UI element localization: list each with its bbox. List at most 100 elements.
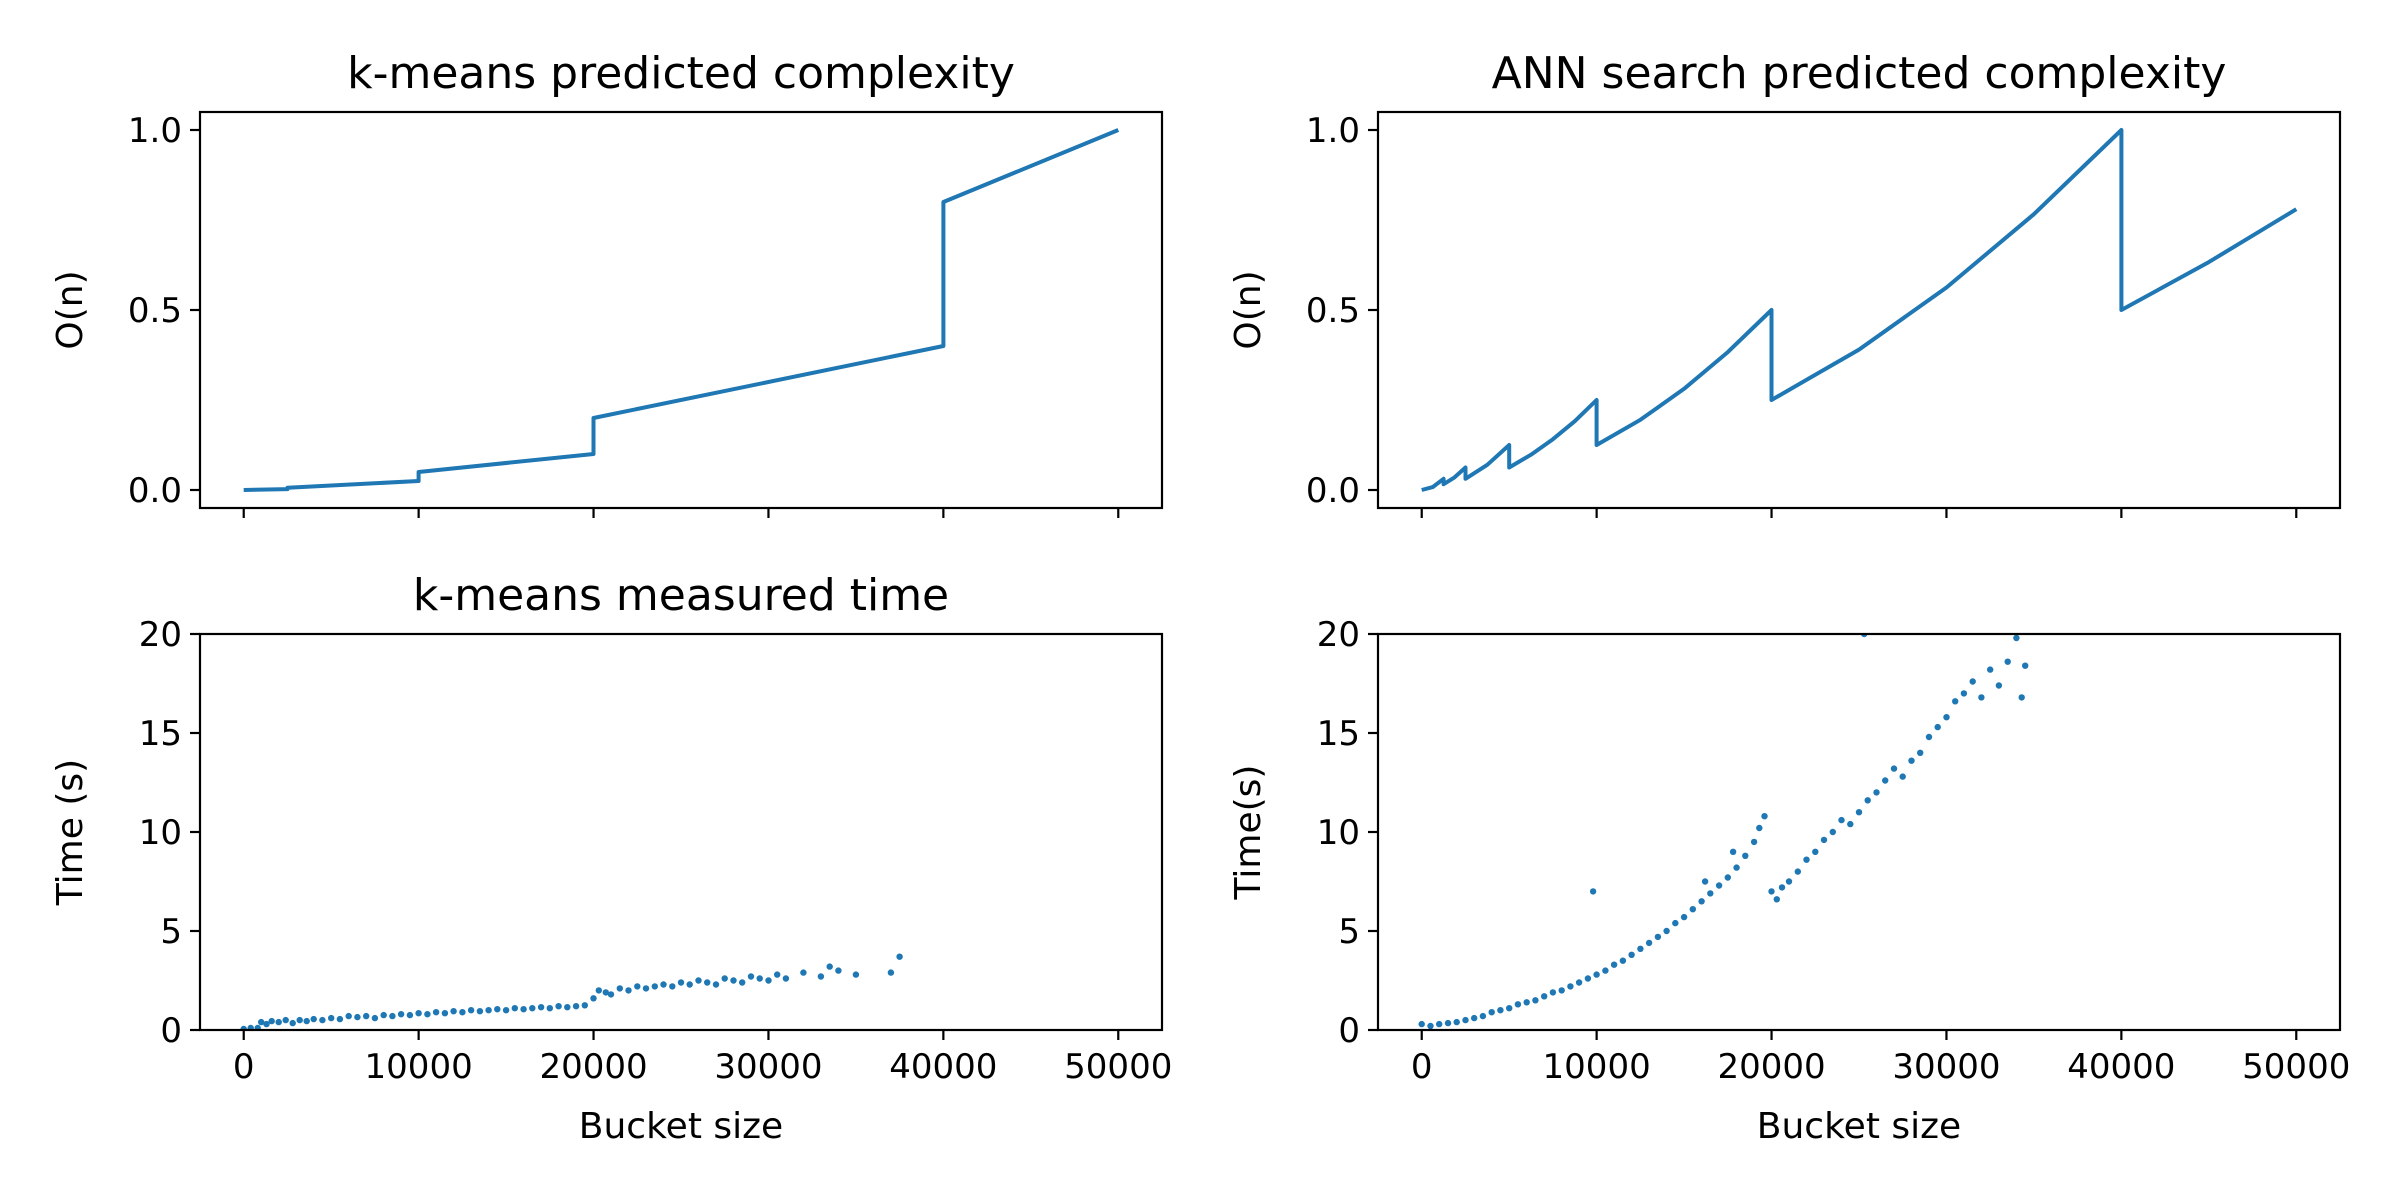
data-point [258, 1018, 265, 1026]
y-tick-label: 5 [160, 912, 182, 952]
data-point [1750, 838, 1758, 846]
data-point [1943, 714, 1950, 721]
plot-area [243, 128, 1120, 492]
data-point [555, 1003, 562, 1010]
y-tick-label: 10 [139, 813, 182, 853]
data-point [1628, 951, 1635, 958]
y-tick-label: 1.0 [1306, 111, 1360, 151]
data-point [520, 1006, 527, 1013]
y-axis-label: Time(s) [1228, 765, 1269, 901]
data-point [1637, 945, 1644, 952]
y-axis-label: O(n) [1228, 270, 1269, 349]
data-point [1742, 852, 1749, 859]
x-tick-label: 30000 [714, 1047, 822, 1087]
data-point [2022, 662, 2029, 669]
data-point [590, 995, 597, 1002]
data-point [1701, 878, 1709, 885]
data-point [887, 969, 895, 976]
y-tick-label: 20 [139, 615, 182, 655]
y-tick-label: 0.0 [128, 471, 182, 511]
data-point [607, 991, 615, 998]
data-point [476, 1008, 484, 1015]
data-point [1864, 797, 1871, 804]
data-point [511, 1005, 518, 1012]
data-point [336, 1015, 344, 1023]
data-point [1427, 1022, 1434, 1030]
data-point [1593, 971, 1600, 978]
data-point [826, 963, 833, 970]
data-point [1558, 987, 1565, 994]
data-point [1995, 682, 2003, 689]
data-point [686, 981, 693, 988]
data-point [1820, 836, 1828, 844]
data-point [616, 985, 623, 992]
data-point [1549, 989, 1557, 996]
data-point [835, 967, 842, 974]
data-point [1756, 824, 1763, 832]
data-point [494, 1006, 501, 1013]
data-point [704, 979, 711, 986]
data-point [564, 1004, 571, 1011]
data-point [1619, 957, 1627, 964]
y-tick-label: 15 [139, 714, 182, 754]
y-tick-label: 0.5 [128, 291, 182, 331]
data-point [1847, 820, 1854, 828]
data-point [1794, 868, 1802, 875]
ann-measured-panel: 0 10000 20000 30000 40000 50000 0 5 10 15 20 Bucket… [1228, 615, 2350, 1147]
data-point [1908, 757, 1915, 764]
data-point [800, 969, 807, 976]
data-point [1436, 1020, 1443, 1028]
data-point [896, 953, 903, 960]
data-point [581, 1002, 588, 1009]
data-point [1541, 993, 1548, 1000]
data-point [1934, 723, 1941, 731]
data-point [817, 973, 825, 980]
x-tick-label: 50000 [1064, 1047, 1172, 1087]
data-point [389, 1012, 396, 1020]
y-tick-label: 0.5 [1306, 291, 1360, 331]
data-point [695, 977, 702, 984]
data-point [406, 1011, 414, 1019]
data-point [730, 977, 737, 984]
data-point [651, 983, 658, 990]
data-point [602, 989, 609, 996]
data-point [1952, 698, 1959, 705]
data-point [642, 985, 650, 992]
data-point [415, 1010, 422, 1017]
data-point [1803, 856, 1810, 863]
data-point [1978, 694, 1985, 701]
plot-area [240, 953, 903, 1030]
y-tick-label: 0 [160, 1011, 182, 1051]
x-tick-label: 0 [1411, 1047, 1433, 1087]
x-tick-label: 20000 [1717, 1047, 1825, 1087]
data-point [303, 1017, 310, 1025]
data-point [459, 1009, 466, 1016]
kmeans-predicted-panel: 0.0 0.5 1.0 k-means predicted complexity O(n… [50, 48, 1164, 518]
data-point [363, 1012, 370, 1020]
data-point [1584, 975, 1592, 982]
data-point [1663, 927, 1670, 935]
data-point [1575, 979, 1583, 986]
data-point [275, 1018, 282, 1026]
data-point [328, 1014, 335, 1022]
data-point [371, 1014, 379, 1022]
chart-title: k-means measured time [413, 570, 949, 621]
data-point [1729, 848, 1737, 855]
data-point [721, 975, 728, 982]
x-tick-label: 10000 [365, 1047, 473, 1087]
data-point [1497, 1007, 1504, 1014]
data-point [669, 983, 676, 990]
data-point [1698, 898, 1705, 905]
data-point [254, 1024, 261, 1030]
data-point [1829, 828, 1837, 836]
data-point [1715, 882, 1723, 889]
kmeans-measured-panel: 0 10000 20000 30000 40000 50000 0 5 10 15 20 k-mean… [50, 570, 1172, 1147]
data-point [1917, 749, 1924, 756]
data-point [1707, 890, 1714, 897]
data-point [1890, 765, 1898, 772]
data-point [1812, 848, 1819, 855]
data-point [660, 981, 667, 988]
data-point [747, 973, 755, 980]
